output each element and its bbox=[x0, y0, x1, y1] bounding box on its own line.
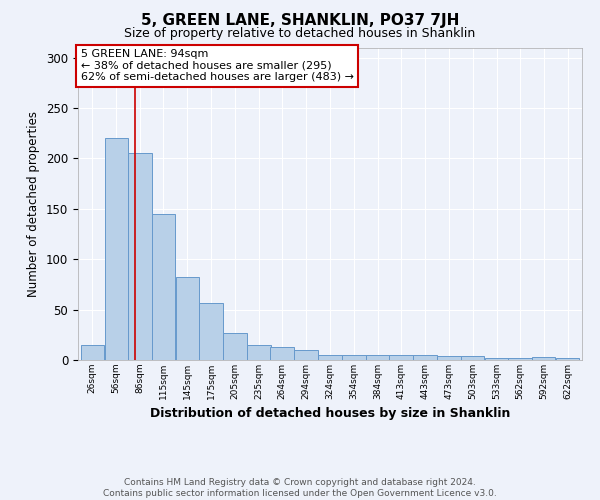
Bar bbox=[223, 333, 247, 360]
Text: 5, GREEN LANE, SHANKLIN, PO37 7JH: 5, GREEN LANE, SHANKLIN, PO37 7JH bbox=[141, 12, 459, 28]
Bar bbox=[366, 355, 389, 360]
Bar bbox=[389, 355, 413, 360]
Bar bbox=[176, 278, 199, 360]
Text: 5 GREEN LANE: 94sqm
← 38% of detached houses are smaller (295)
62% of semi-detac: 5 GREEN LANE: 94sqm ← 38% of detached ho… bbox=[80, 49, 353, 82]
Bar bbox=[128, 154, 152, 360]
Bar bbox=[318, 355, 342, 360]
Bar bbox=[271, 347, 294, 360]
Bar bbox=[437, 356, 461, 360]
Bar bbox=[199, 302, 223, 360]
Bar bbox=[342, 355, 365, 360]
Bar bbox=[556, 358, 580, 360]
Text: Contains HM Land Registry data © Crown copyright and database right 2024.
Contai: Contains HM Land Registry data © Crown c… bbox=[103, 478, 497, 498]
Bar bbox=[247, 345, 271, 360]
Bar bbox=[295, 350, 318, 360]
Bar bbox=[508, 358, 532, 360]
Bar bbox=[104, 138, 128, 360]
Bar bbox=[461, 356, 484, 360]
Bar bbox=[532, 357, 556, 360]
Bar bbox=[80, 345, 104, 360]
X-axis label: Distribution of detached houses by size in Shanklin: Distribution of detached houses by size … bbox=[150, 408, 510, 420]
Y-axis label: Number of detached properties: Number of detached properties bbox=[28, 111, 40, 296]
Bar bbox=[152, 214, 175, 360]
Bar bbox=[485, 358, 508, 360]
Text: Size of property relative to detached houses in Shanklin: Size of property relative to detached ho… bbox=[124, 28, 476, 40]
Bar bbox=[413, 355, 437, 360]
